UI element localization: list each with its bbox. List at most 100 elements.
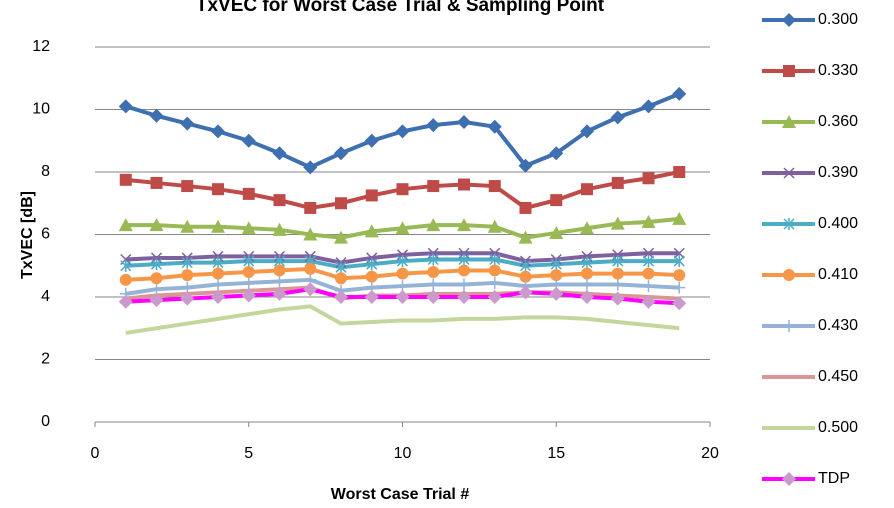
marker [457,290,471,304]
marker [580,221,594,235]
marker-part [641,99,656,114]
marker-part [642,172,655,185]
legend-label: 0.400 [818,215,858,232]
marker-part [395,221,410,235]
marker-part [642,267,655,280]
marker [549,225,564,239]
marker-part [611,267,624,280]
marker [427,266,440,278]
marker [364,224,379,238]
marker-part [334,230,348,244]
marker [118,99,133,114]
x-tick-label: 5 [244,445,253,462]
marker-part [396,267,409,280]
marker [489,253,501,266]
marker-part [783,65,795,77]
marker [581,256,593,269]
marker-part [673,269,686,282]
marker-part [427,180,440,193]
marker [150,176,163,189]
marker [211,124,225,139]
marker [335,272,347,285]
marker-part [580,221,594,235]
marker-part [549,146,564,161]
marker-part [487,119,502,134]
marker [242,187,255,200]
legend-item: TDP [762,470,850,487]
marker-part [518,230,533,244]
legend-item: 0.410 [762,266,858,283]
marker [427,180,440,193]
marker [642,247,655,259]
marker-part [581,267,593,280]
y-tick-label: 0 [41,413,50,430]
legend-label: TDP [818,470,850,487]
y-tick-label: 8 [41,163,50,180]
marker [610,291,625,306]
marker [118,218,133,232]
marker [242,266,255,278]
legend-item: 0.300 [762,11,858,28]
marker [272,146,287,161]
marker [273,275,286,288]
marker [334,290,348,304]
marker [149,218,164,232]
x-axis-label: Worst Case Trial # [331,486,470,503]
marker-part [457,115,471,129]
marker-part [518,285,533,300]
marker [273,194,286,207]
legend-item: 0.360 [762,113,858,130]
marker-part [395,290,410,304]
marker [426,218,441,232]
marker-part [581,183,593,196]
marker [118,294,133,309]
marker-part [180,116,195,131]
marker-part [550,269,563,282]
marker [487,119,502,134]
marker [550,269,563,282]
marker [303,227,318,241]
marker-part [272,146,287,161]
marker-part [181,180,194,193]
marker-part [303,282,318,297]
marker [550,194,563,207]
marker [610,110,625,125]
marker [783,65,795,77]
marker-part [212,267,224,280]
marker-part [119,273,132,286]
marker [212,183,224,196]
marker [396,255,409,268]
legend-label: 0.450 [818,368,858,385]
marker [581,183,593,196]
marker [549,146,564,161]
marker-part [641,294,656,309]
marker [610,216,625,230]
legend-label: 0.330 [818,62,858,79]
x-tick-label: 20 [701,445,719,462]
marker-part [782,472,796,486]
marker-part [273,264,286,277]
marker-part [303,227,318,241]
marker [427,278,440,291]
marker [426,118,441,133]
marker [458,264,470,277]
legend-label: 0.430 [818,317,858,334]
marker [119,173,132,186]
marker-part [335,272,347,285]
legend-item: 0.500 [762,419,858,436]
marker-part [610,110,625,125]
marker-part [672,211,687,225]
marker-part [118,294,133,309]
y-tick-label: 4 [41,288,50,305]
marker-part [782,115,796,128]
marker [612,255,624,268]
legend-label: 0.410 [818,266,858,283]
marker-part [782,13,796,27]
marker [366,258,378,271]
marker [427,253,439,266]
marker [395,124,410,139]
marker [487,290,502,304]
marker-part [580,124,594,139]
marker-part [211,290,225,304]
